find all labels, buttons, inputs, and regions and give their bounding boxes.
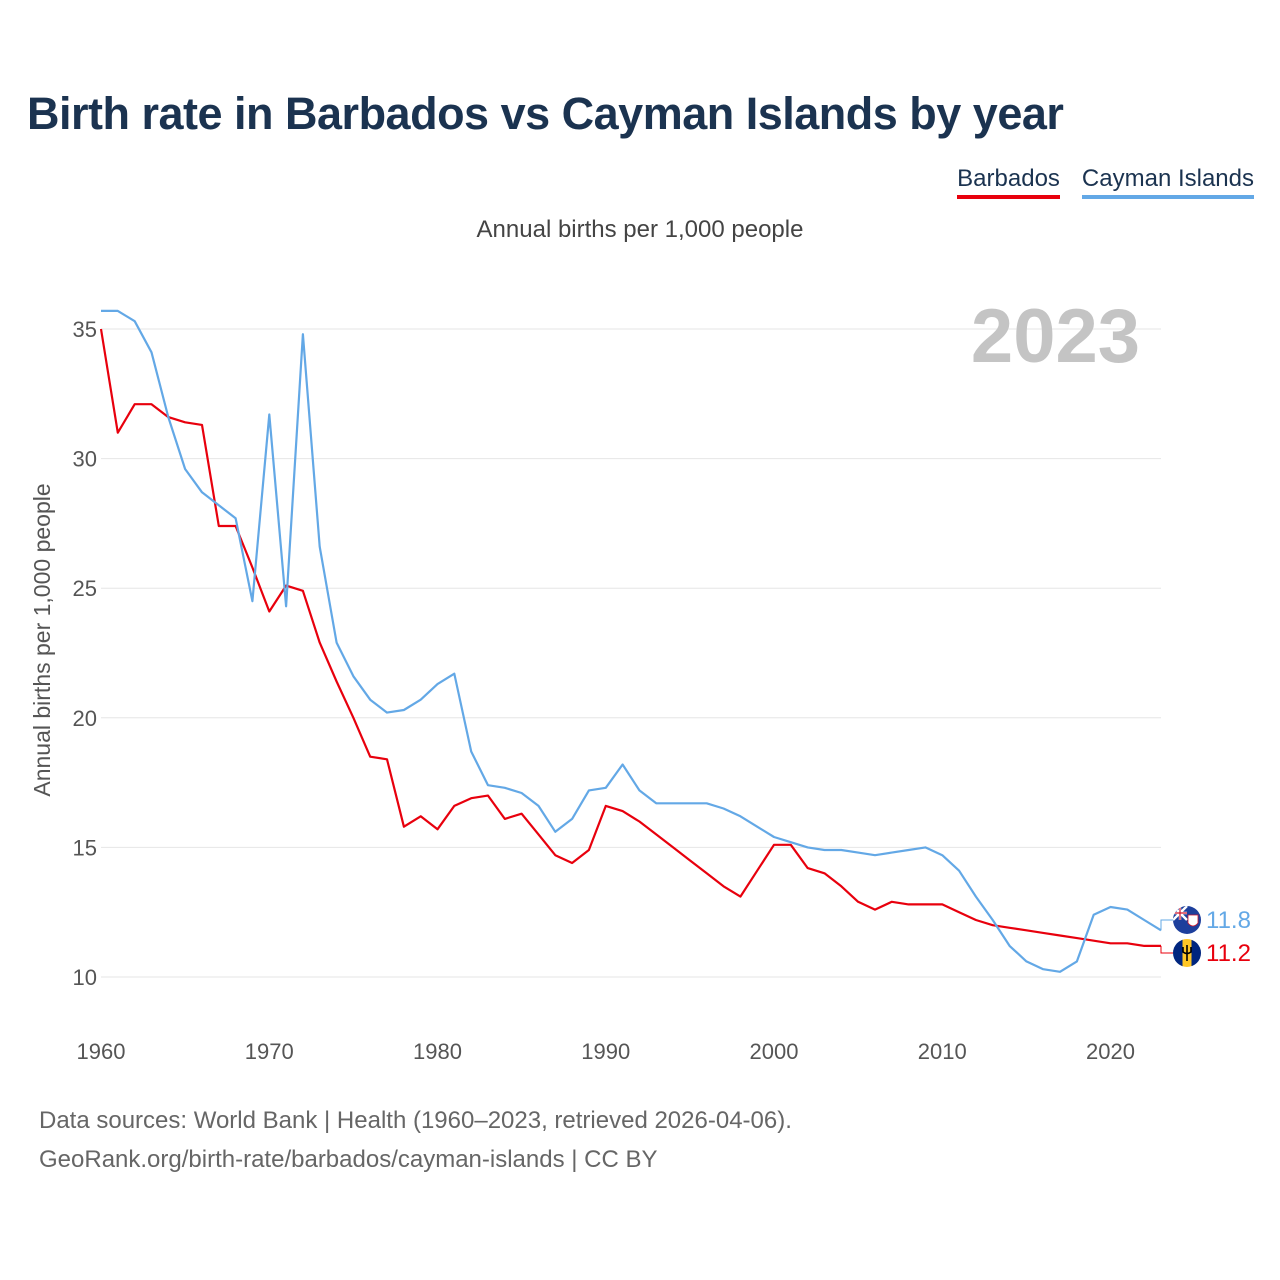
x-tick-label: 1980 — [413, 1039, 462, 1064]
legend: Barbados Cayman Islands — [957, 165, 1254, 199]
footer-source: Data sources: World Bank | Health (1960–… — [39, 1107, 792, 1134]
legend-item-cayman-islands[interactable]: Cayman Islands — [1081, 165, 1254, 199]
x-tick-label: 2010 — [918, 1039, 967, 1064]
y-tick-label: 25 — [73, 576, 97, 601]
end-connector — [1160, 945, 1173, 954]
y-tick-label: 20 — [73, 706, 97, 731]
x-tick-label: 1970 — [245, 1039, 294, 1064]
end-connector — [1160, 919, 1173, 931]
end-value-label: 11.8 — [1206, 907, 1251, 934]
line-chart: 10 15 20 25 30 35 1960 1970 1980 1990 2000 2010 2020… — [29, 294, 1251, 1064]
year-watermark: 2023 — [971, 294, 1140, 379]
legend-item-barbados[interactable]: Barbados — [957, 165, 1060, 199]
y-tick-label: 15 — [73, 835, 97, 860]
x-tick-label: 1990 — [581, 1039, 630, 1064]
y-tick-label: 10 — [73, 965, 97, 990]
series-line-barbados — [99, 328, 1161, 948]
series-line-cayman-islands — [101, 309, 1162, 973]
y-tick-label: 30 — [73, 447, 97, 472]
cayman-islands-flag-icon — [1173, 906, 1201, 934]
footer-attribution: GeoRank.org/birth-rate/barbados/cayman-i… — [39, 1146, 658, 1173]
end-value-label: 11.2 — [1206, 940, 1251, 967]
y-axis-title: Annual births per 1,000 people — [29, 483, 55, 796]
chart-subtitle: Annual births per 1,000 people — [476, 216, 804, 243]
y-tick-label: 35 — [73, 317, 97, 342]
x-tick-label: 1960 — [77, 1039, 126, 1064]
chart-title: Birth rate in Barbados vs Cayman Islands… — [27, 88, 1064, 139]
barbados-flag-icon — [1173, 939, 1201, 967]
x-tick-label: 2000 — [750, 1039, 799, 1064]
x-tick-label: 2020 — [1086, 1039, 1135, 1064]
